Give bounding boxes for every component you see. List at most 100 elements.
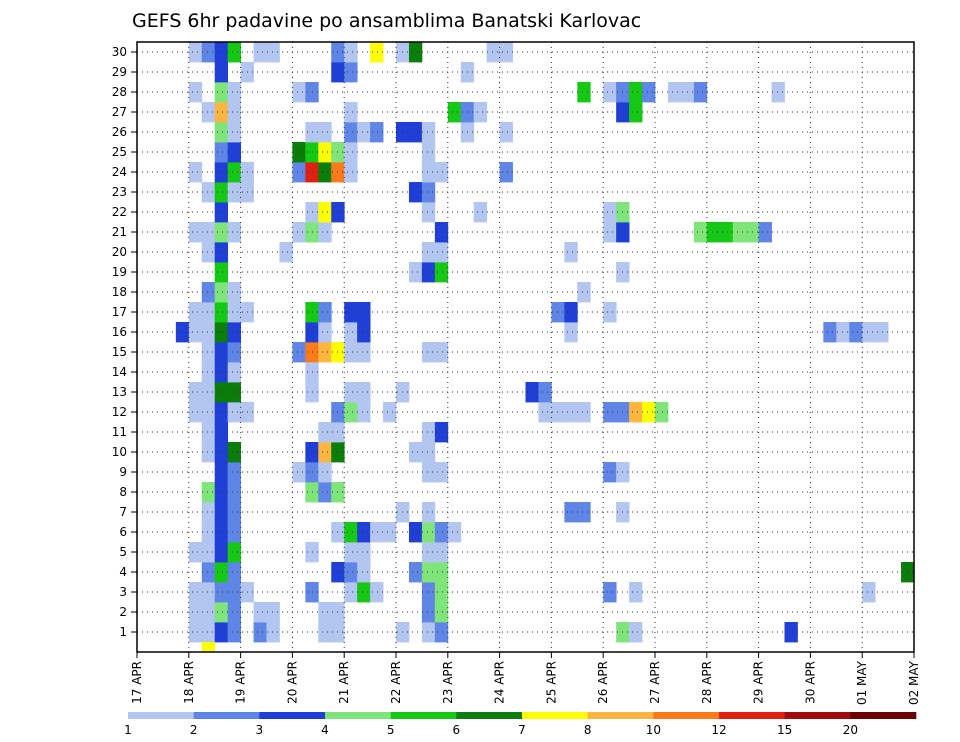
heatmap-cell [344, 582, 358, 603]
y-tick-label: 2 [119, 605, 127, 619]
heatmap-cell [201, 422, 216, 443]
heatmap-cell [875, 322, 889, 343]
legend-swatch [325, 712, 391, 719]
heatmap-cell [188, 582, 203, 603]
heatmap-cell [318, 462, 332, 483]
heatmap-cell [214, 142, 229, 163]
legend-swatch [390, 712, 457, 719]
heatmap-cell [357, 322, 371, 343]
heatmap-cell [344, 302, 358, 323]
heatmap-cell [188, 322, 203, 343]
x-tick-label: 01 MAY [855, 660, 869, 705]
heatmap-cell [434, 562, 449, 583]
legend-tick-label: 12 [711, 723, 726, 737]
y-tick-label: 14 [112, 365, 127, 379]
heatmap-cell [227, 182, 241, 203]
heatmap-cell [706, 222, 721, 243]
heatmap-cell [227, 542, 241, 563]
heatmap-cell [201, 502, 216, 523]
heatmap-cell [862, 582, 876, 603]
heatmap-cell [214, 222, 229, 243]
legend-tick-label: 10 [646, 723, 661, 737]
heatmap-cell [227, 482, 241, 503]
heatmap-cell [642, 402, 656, 423]
heatmap-cell [227, 622, 241, 643]
heatmap-cell [227, 602, 241, 623]
x-tick-label: 17 APR [130, 661, 144, 704]
x-tick-label: 26 APR [596, 661, 610, 704]
heatmap-cell [603, 302, 617, 323]
heatmap-cell [344, 382, 358, 403]
heatmap-cell [201, 342, 216, 363]
heatmap-cell [344, 322, 358, 343]
y-tick-label: 8 [119, 485, 127, 499]
y-tick-label: 6 [119, 525, 127, 539]
heatmap-cell [214, 462, 229, 483]
heatmap-cell [188, 82, 203, 103]
heatmap-cell [421, 502, 436, 523]
x-tick-label: 18 APR [182, 661, 196, 704]
heatmap-cell [201, 482, 216, 503]
heatmap-cell [227, 82, 241, 103]
heatmap-cell [434, 422, 449, 443]
heatmap-cell [719, 222, 734, 243]
heatmap-cell [642, 82, 656, 103]
heatmap-cell [344, 102, 358, 123]
heatmap-cell [214, 342, 229, 363]
heatmap-cell [357, 382, 371, 403]
heatmap-cell [344, 122, 358, 143]
heatmap-cell [214, 282, 229, 303]
heatmap-cell [421, 422, 436, 443]
heatmap-cell [344, 522, 358, 543]
heatmap-cell [318, 142, 332, 163]
heatmap-cell [499, 42, 513, 63]
heatmap-cell [421, 242, 436, 263]
heatmap-cell [577, 502, 591, 523]
heatmap-cell [771, 82, 785, 103]
heatmap-cell [318, 602, 332, 623]
heatmap-cell [214, 362, 229, 383]
y-tick-label: 30 [112, 45, 127, 59]
y-tick-label: 13 [112, 385, 127, 399]
heatmap-cell [357, 582, 371, 603]
x-tick-label: 25 APR [544, 661, 558, 704]
heatmap-cell [214, 622, 229, 643]
heatmap-cell [564, 502, 578, 523]
heatmap-cell [693, 82, 708, 103]
legend-swatch [128, 712, 194, 719]
heatmap-cell [370, 122, 384, 143]
heatmap-cell [408, 42, 423, 63]
heatmap-cell [421, 602, 436, 623]
heatmap-cell [603, 462, 617, 483]
y-tick-label: 18 [112, 285, 127, 299]
heatmap-cell [227, 502, 241, 523]
heatmap-cell [434, 462, 449, 483]
y-tick-label: 9 [119, 465, 127, 479]
heatmap-cell [227, 342, 241, 363]
heatmap-cell [292, 162, 306, 183]
heatmap-cell [253, 42, 267, 63]
heatmap-cell [383, 402, 397, 423]
heatmap-cell [629, 82, 643, 103]
heatmap-cell [201, 402, 216, 423]
heatmap-cell [318, 162, 332, 183]
heatmap-cell [201, 382, 216, 403]
heatmap-cell [214, 242, 229, 263]
heatmap-cell [603, 402, 617, 423]
heatmap-cell [421, 462, 436, 483]
heatmap-cell [227, 162, 241, 183]
legend-swatch [456, 712, 523, 719]
chart-title: GEFS 6hr padavine po ansamblima Banatski… [132, 10, 641, 32]
heatmap-cell [784, 622, 798, 643]
heatmap-cell [201, 542, 216, 563]
x-tick-label: 02 MAY [907, 660, 921, 705]
heatmap-cell [188, 602, 203, 623]
y-tick-label: 29 [112, 65, 127, 79]
heatmap-cell [421, 442, 436, 463]
heatmap-cell [266, 42, 280, 63]
y-tick-label: 11 [112, 425, 127, 439]
heatmap-cell [434, 622, 449, 643]
heatmap-cell [421, 142, 436, 163]
heatmap-cell [499, 162, 513, 183]
heatmap-cell [408, 522, 423, 543]
